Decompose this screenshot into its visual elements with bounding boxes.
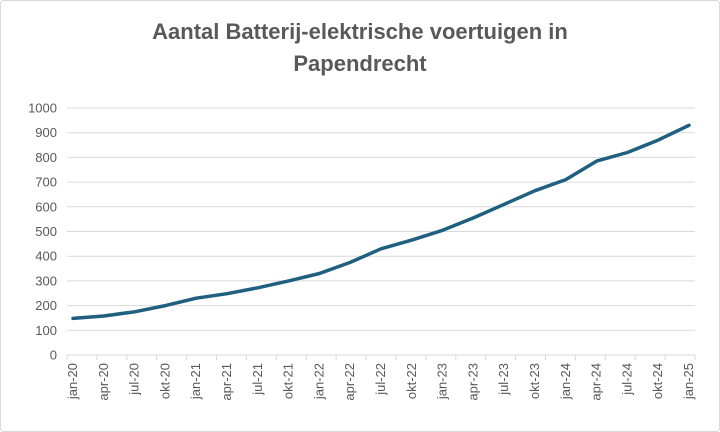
x-tick-label: jul-22 <box>373 363 388 396</box>
x-tick-label: apr-24 <box>589 363 604 401</box>
series-layer <box>71 123 691 321</box>
x-tick-label: jan-22 <box>311 363 326 400</box>
x-tick-label: jan-25 <box>681 363 696 400</box>
y-tick-label: 100 <box>35 323 57 338</box>
y-axis-tick-labels: 0 100 200 300 400 500 600 700 800 900 1000 <box>28 101 57 363</box>
y-tick-label: 0 <box>50 348 57 363</box>
x-tick-label: jul-24 <box>619 363 634 396</box>
gridlines <box>67 107 695 331</box>
x-axis-tick-labels: jan-20 apr-20 jul-20 okt-20 jan-21 apr-21 jul-… <box>65 363 696 401</box>
x-tick-label: apr-22 <box>342 363 357 401</box>
chart-title: Aantal Batterij-elektrische voertuigen i… <box>0 16 720 80</box>
x-tick-label: okt-20 <box>157 363 172 399</box>
y-tick-label: 900 <box>35 125 57 140</box>
chart-title-line-1: Aantal Batterij-elektrische voertuigen i… <box>152 19 568 44</box>
series-line <box>71 123 691 321</box>
x-tick-label: jan-20 <box>65 363 80 400</box>
x-tick-label: jan-24 <box>558 363 573 400</box>
y-tick-label: 600 <box>35 199 57 214</box>
x-tick-label: apr-21 <box>219 363 234 401</box>
y-tick-label: 200 <box>35 298 57 313</box>
x-tick-label: okt-23 <box>527 363 542 399</box>
y-tick-label: 1000 <box>28 101 57 116</box>
x-tick-label: jul-21 <box>250 363 265 396</box>
y-tick-label: 400 <box>35 249 57 264</box>
x-tick-label: okt-22 <box>404 363 419 399</box>
y-tick-label: 700 <box>35 175 57 190</box>
x-tick-label: jul-23 <box>496 363 511 396</box>
x-tick-label: jul-20 <box>127 363 142 396</box>
x-tick-label: apr-20 <box>96 363 111 401</box>
y-tick-label: 300 <box>35 273 57 288</box>
x-tick-label: apr-23 <box>465 363 480 401</box>
x-tick-label: jan-23 <box>435 363 450 400</box>
y-tick-label: 500 <box>35 224 57 239</box>
x-tick-label: okt-24 <box>650 363 665 399</box>
x-tick-label: okt-21 <box>281 363 296 399</box>
x-axis <box>66 354 696 360</box>
x-tick-label: jan-21 <box>188 363 203 400</box>
chart-title-line-2: Papendrecht <box>293 51 427 76</box>
y-tick-label: 800 <box>35 150 57 165</box>
